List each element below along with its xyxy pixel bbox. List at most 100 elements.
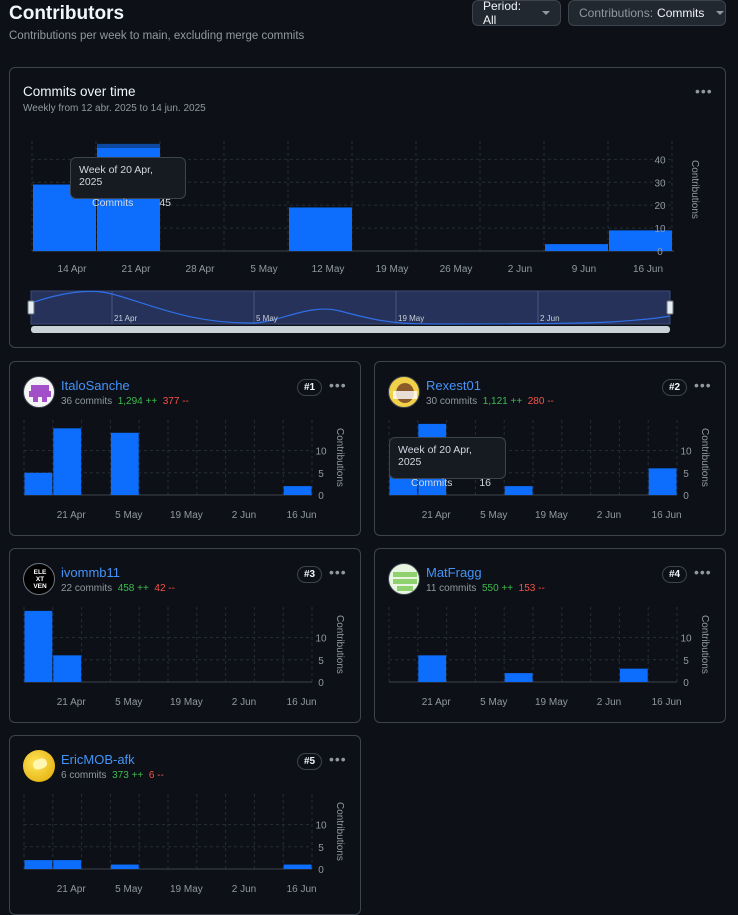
y-tick-label: 40	[654, 155, 666, 166]
axis-title: Contributions	[334, 802, 345, 861]
x-tick-label: 2 Jun	[597, 510, 621, 521]
commit-count: 36 commits	[61, 396, 113, 407]
bar[interactable]	[619, 668, 648, 682]
contributor-card: 0 5 10 21 Apr 5 May 19 May 2 Jun 16 Jun Contribu…	[374, 361, 726, 536]
contributor-username[interactable]: ItaloSanche	[61, 378, 130, 393]
contributor-stats: 22 commits 458 ++ 42 --	[61, 583, 175, 594]
y-tick-label: 20	[654, 201, 666, 212]
contributor-username[interactable]: ivommb11	[61, 565, 121, 580]
x-tick-label: 21 Apr	[422, 697, 452, 708]
contributor-username[interactable]: MatFragg	[426, 565, 482, 580]
y-tick-label: 10	[680, 634, 692, 645]
tooltip-value: 45	[159, 197, 171, 209]
axis-title: Contributions	[334, 615, 345, 674]
contributor-card: 0 5 10 21 Apr 5 May 19 May 2 Jun 16 Jun Contribu…	[374, 548, 726, 723]
contributor-card: 0 5 10 21 Apr 5 May 19 May 2 Jun 16 Jun Contribu…	[9, 548, 361, 723]
bar[interactable]	[24, 610, 53, 682]
x-tick-label: 14 Apr	[58, 264, 88, 275]
x-tick-label: 19 May	[170, 697, 203, 708]
y-tick-label: 5	[683, 469, 689, 480]
x-tick-label: 5 May	[115, 697, 142, 708]
contributor-stats: 30 commits 1,121 ++ 280 --	[426, 396, 554, 407]
bar[interactable]	[418, 655, 447, 682]
bar[interactable]	[24, 860, 53, 869]
commits-overview-panel: Commits over time Weekly from 12 abr. 20…	[9, 67, 726, 348]
scrollbar[interactable]	[31, 326, 670, 333]
bar[interactable]	[504, 486, 533, 495]
contributor-username[interactable]: Rexest01	[426, 378, 481, 393]
bar[interactable]	[53, 860, 82, 869]
y-tick-label: 0	[318, 491, 324, 502]
rank-badge: #5	[297, 753, 323, 770]
card-kebab-icon[interactable]: •••	[329, 564, 347, 580]
overview-title: Commits over time	[23, 84, 136, 99]
x-tick-label: 21 Apr	[422, 510, 452, 521]
x-tick-label: 28 Apr	[186, 264, 216, 275]
y-tick-label: 5	[318, 469, 324, 480]
deletions-count: 377 --	[162, 396, 189, 407]
x-tick-label: 16 Jun	[287, 510, 317, 521]
bar[interactable]	[283, 486, 312, 495]
brush-label: 2 Jun	[540, 314, 560, 323]
bar[interactable]	[609, 230, 672, 251]
overview-kebab-icon[interactable]: •••	[695, 83, 713, 99]
additions-count: 1,294 ++	[117, 396, 158, 407]
deletions-count: 42 --	[154, 583, 175, 594]
contributor-chart: 0 5 10 21 Apr 5 May 19 May 2 Jun 16 Jun Contribu…	[23, 607, 345, 708]
card-kebab-icon[interactable]: •••	[329, 751, 347, 767]
x-tick-label: 2 Jun	[232, 697, 256, 708]
x-tick-label: 16 Jun	[652, 510, 682, 521]
bar[interactable]	[648, 468, 677, 495]
contributor-username[interactable]: EricMOB-afk	[61, 752, 135, 767]
contributions-dropdown[interactable]: Contributions: Commits	[568, 0, 726, 26]
range-brush[interactable]: 21 Apr 5 May 19 May 2 Jun	[27, 290, 674, 333]
rank-badge: #2	[662, 379, 688, 396]
bar[interactable]	[545, 244, 608, 251]
y-tick-label: 10	[654, 224, 666, 235]
y-tick-label: 0	[657, 247, 663, 258]
x-tick-label: 21 Apr	[57, 697, 87, 708]
tooltip-label: Commits	[92, 197, 134, 209]
avatar[interactable]	[388, 563, 420, 595]
axis-title: Contributions	[334, 428, 345, 487]
avatar[interactable]	[23, 750, 55, 782]
y-tick-label: 0	[683, 678, 689, 689]
x-tick-label: 5 May	[250, 264, 277, 275]
bar[interactable]	[110, 432, 139, 495]
avatar[interactable]: ELE XT VEN	[23, 563, 55, 595]
page-title: Contributors	[9, 3, 125, 24]
y-tick-label: 0	[318, 865, 324, 876]
contributions-value: Commits	[657, 6, 705, 20]
brush-handle-left[interactable]	[27, 300, 35, 315]
x-tick-label: 19 May	[535, 697, 568, 708]
bar[interactable]	[53, 655, 82, 682]
brush-label: 21 Apr	[114, 314, 137, 323]
additions-count: 1,121 ++	[482, 396, 523, 407]
x-tick-label: 2 Jun	[232, 884, 256, 895]
card-kebab-icon[interactable]: •••	[329, 377, 347, 393]
avatar[interactable]	[23, 376, 55, 408]
page-subtitle: Contributions per week to main, excludin…	[9, 30, 305, 42]
bar[interactable]	[283, 864, 312, 869]
bar[interactable]	[24, 472, 53, 495]
deletions-count: 280 --	[527, 396, 554, 407]
y-tick-label: 10	[315, 821, 327, 832]
contributor-tooltip: Week of 20 Apr, 2025 Commits 16	[389, 437, 506, 489]
tooltip-heading: Week of 20 Apr, 2025	[398, 444, 472, 468]
x-tick-label: 2 Jun	[232, 510, 256, 521]
legend-swatch	[398, 479, 406, 487]
bar[interactable]	[110, 864, 139, 869]
y-tick-label: 30	[654, 178, 666, 189]
period-dropdown[interactable]: Period: All	[472, 0, 561, 27]
brush-handle-right[interactable]	[666, 300, 674, 315]
x-tick-label: 21 Apr	[57, 510, 87, 521]
card-kebab-icon[interactable]: •••	[694, 377, 712, 393]
x-tick-label: 12 May	[312, 264, 345, 275]
avatar[interactable]	[388, 376, 420, 408]
bar[interactable]	[53, 428, 82, 495]
legend-swatch	[79, 199, 87, 207]
bar[interactable]	[504, 673, 533, 682]
bar[interactable]	[289, 207, 352, 251]
axis-title: Contributions	[699, 615, 710, 674]
card-kebab-icon[interactable]: •••	[694, 564, 712, 580]
